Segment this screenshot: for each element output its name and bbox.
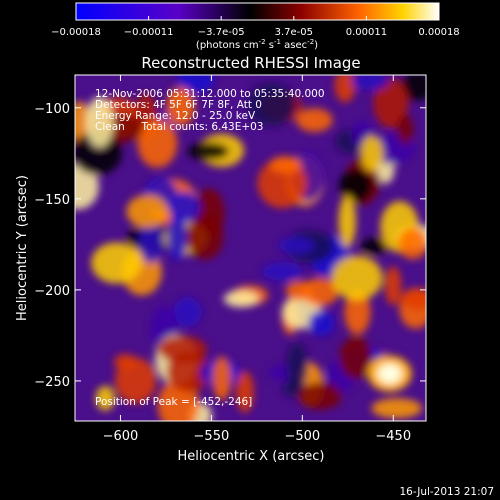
heatmap-blob bbox=[75, 163, 99, 210]
plot-frame bbox=[74, 74, 427, 422]
heatmap-blob bbox=[399, 288, 426, 310]
heatmap-blob bbox=[402, 75, 426, 101]
y-axis-ticks: −100 −150 −200 −250 bbox=[34, 102, 426, 390]
heatmap-blob bbox=[339, 169, 373, 203]
annotation-detectors: Detectors: 4F 5F 6F 7F 8F, Att 0 bbox=[95, 99, 262, 111]
y-tick-label: −100 bbox=[34, 102, 70, 117]
heatmap-blob bbox=[173, 297, 202, 327]
heatmap-blob bbox=[114, 353, 137, 371]
heatmap-blob bbox=[278, 237, 315, 255]
heatmap-blob bbox=[186, 215, 224, 260]
heatmap-blob bbox=[91, 242, 143, 284]
heatmap-blob bbox=[247, 83, 296, 126]
heatmap-blob bbox=[338, 195, 357, 248]
colorbar-tick-label: 3.7e-05 bbox=[275, 27, 313, 38]
y-tick-label: −200 bbox=[34, 284, 70, 299]
colorbar-tick-label: 0.00011 bbox=[346, 27, 387, 38]
colorbar: −0.00018 −0.00011 −3.7e-05 3.7e-05 0.00011 0.… bbox=[51, 2, 460, 51]
heatmap-blob bbox=[212, 356, 232, 401]
heatmap-blob bbox=[137, 118, 178, 168]
footer-timestamp: 16-Jul-2013 21:07 bbox=[399, 486, 494, 498]
colorbar-tick-labels: −0.00018 −0.00011 −3.7e-05 3.7e-05 0.00011 0.… bbox=[51, 27, 460, 38]
heatmap-blob bbox=[262, 262, 303, 282]
heatmap-blob bbox=[187, 142, 230, 161]
annotation-clean-counts: Clean Total counts: 6.43E+03 bbox=[95, 121, 264, 133]
heatmap-blob bbox=[85, 96, 114, 148]
heatmap-blob bbox=[334, 75, 356, 103]
x-tick-label: −600 bbox=[103, 429, 139, 444]
heatmap-blob bbox=[285, 280, 314, 301]
heatmap-blob bbox=[360, 135, 384, 172]
colorbar-frame bbox=[75, 2, 440, 21]
heatmap-image bbox=[75, 75, 426, 421]
colorbar-units: (photons cm-2 s-1 asec-2) bbox=[196, 38, 318, 51]
heatmap-blob bbox=[167, 213, 188, 260]
y-tick-label: −150 bbox=[34, 193, 70, 208]
heatmap-blob bbox=[95, 385, 115, 411]
heatmap-blob bbox=[296, 108, 333, 132]
y-axis-label: Heliocentric Y (arcsec) bbox=[15, 175, 30, 321]
heatmap-blob bbox=[373, 78, 409, 129]
colorbar-tick-label: −3.7e-05 bbox=[198, 27, 245, 38]
heatmap-blob bbox=[126, 194, 169, 228]
heatmap-blob bbox=[223, 290, 259, 308]
heatmap-blob bbox=[397, 227, 426, 260]
heatmap-blob bbox=[371, 398, 423, 419]
x-tick-label: −450 bbox=[375, 429, 411, 444]
x-tick-label: −500 bbox=[284, 429, 320, 444]
heatmap-blob bbox=[360, 238, 389, 255]
colorbar-tick-label: −0.00018 bbox=[51, 27, 101, 38]
heatmap-blob bbox=[384, 266, 402, 306]
heatmap-blob bbox=[397, 114, 414, 145]
heatmap-blob bbox=[339, 336, 372, 380]
heatmap-blob bbox=[331, 255, 383, 301]
heatmap-blob bbox=[166, 86, 195, 127]
heatmap-blob bbox=[351, 75, 389, 90]
heatmap-blob bbox=[301, 277, 339, 307]
chart-title: Reconstructed RHESSI Image bbox=[141, 54, 360, 72]
colorbar-gradient bbox=[76, 3, 439, 20]
heatmap-blob bbox=[158, 335, 207, 364]
colorbar-ticks bbox=[75, 16, 440, 20]
annotation-energy-range: Energy Range: 12.0 - 25.0 keV bbox=[95, 110, 256, 122]
heatmap-blob bbox=[177, 75, 215, 93]
heatmap-blob bbox=[235, 371, 254, 413]
peak-blob-core bbox=[377, 363, 402, 384]
peak-position-label: Position of Peak = [-452,-246] bbox=[95, 396, 252, 408]
y-tick-label: −250 bbox=[34, 375, 70, 390]
heatmap-blob bbox=[344, 289, 371, 335]
heatmap-blob bbox=[307, 310, 335, 336]
heatmap-blob bbox=[138, 219, 164, 264]
heatmap-blob bbox=[75, 131, 122, 176]
heatmap-blobs bbox=[75, 75, 426, 421]
heatmap-blob bbox=[298, 382, 342, 410]
x-axis-ticks: −600 −550 −500 −450 bbox=[103, 75, 411, 444]
heatmap-blob bbox=[269, 156, 302, 174]
colorbar-tick-label: −0.00011 bbox=[124, 27, 174, 38]
colorbar-tick-label: 0.00018 bbox=[418, 27, 459, 38]
annotation-time-range: 12-Nov-2006 05:31:12.000 to 05:35:40.000 bbox=[95, 88, 325, 100]
annotation-block: 12-Nov-2006 05:31:12.000 to 05:35:40.000… bbox=[95, 88, 325, 133]
heatmap-blob bbox=[286, 342, 308, 388]
x-tick-label: −550 bbox=[194, 429, 230, 444]
x-axis-label: Heliocentric X (arcsec) bbox=[178, 449, 325, 464]
